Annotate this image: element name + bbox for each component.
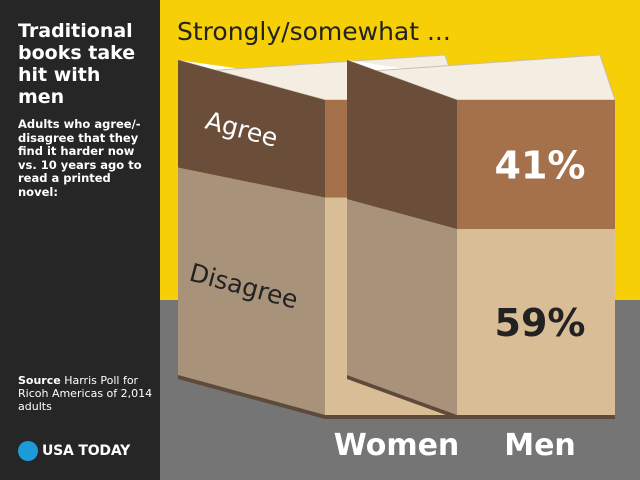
book-men-category-label: Men: [504, 428, 576, 463]
book-women-spine-disagree: [178, 167, 325, 415]
book-men-bar-agree: [457, 100, 615, 230]
book-women-spine-agree: [178, 60, 325, 198]
sidebar: Traditional books take hit with men Adul…: [0, 0, 160, 480]
chart: Strongly/somewhat ... 31%69%Women41%59%M…: [160, 0, 640, 480]
book-men-bar-disagree: [457, 229, 615, 415]
book-men-label-agree: 41%: [495, 144, 586, 188]
book-women-category-label: Women: [334, 428, 460, 463]
source-note: Source Harris Poll for Ricoh Americas of…: [18, 374, 154, 413]
sidebar-title: Traditional books take hit with men: [18, 20, 136, 108]
book-men-label-disagree: 59%: [495, 301, 586, 345]
chart-title: Strongly/somewhat ...: [177, 17, 451, 46]
usa-today-logo: USA TODAY: [18, 441, 130, 461]
source-label: Source: [18, 374, 61, 387]
source-text: Harris Poll for Ricoh Americas of 2,014 …: [18, 374, 153, 413]
book-men-spine-agree: [347, 60, 457, 230]
logo-dot-icon: [18, 441, 38, 461]
logo-text: USA TODAY: [42, 443, 131, 459]
book-men-bottom-edge: [347, 375, 615, 419]
book-men-spine-disagree: [347, 199, 457, 415]
sidebar-description: Adults who agree/-disagree that they fin…: [18, 117, 142, 199]
